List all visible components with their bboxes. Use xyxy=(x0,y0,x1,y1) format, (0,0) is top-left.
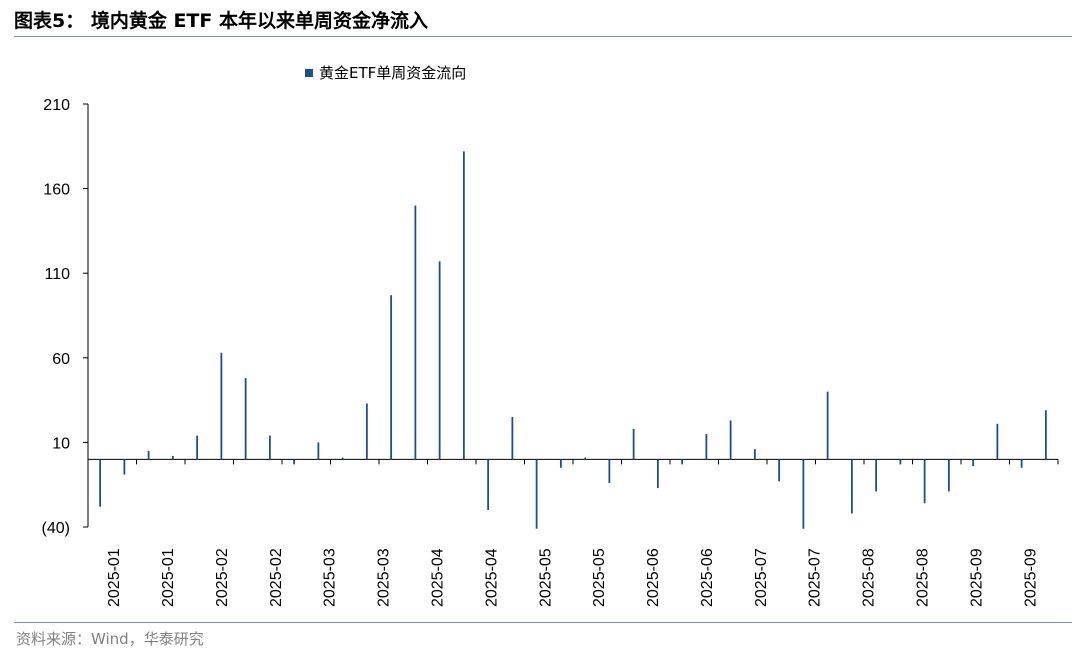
x-tick-label: 2025-05 xyxy=(537,548,554,607)
bar xyxy=(99,459,102,507)
bar xyxy=(681,459,684,465)
bar xyxy=(972,459,975,467)
x-tick-label: 2025-03 xyxy=(322,548,339,607)
chart-legend: 黄金ETF单周资金流向 xyxy=(305,62,466,83)
source-note: 资料来源：Wind，华泰研究 xyxy=(16,630,204,648)
bar xyxy=(778,459,781,482)
bar xyxy=(729,420,732,460)
legend-label: 黄金ETF单周资金流向 xyxy=(319,64,467,82)
x-tick-label: 2025-04 xyxy=(429,548,446,607)
bar xyxy=(1020,459,1023,468)
bar xyxy=(147,450,150,460)
y-tick-label: 210 xyxy=(43,97,70,114)
x-tick-label: 2025-05 xyxy=(591,548,608,607)
x-tick-label: 2025-09 xyxy=(968,548,985,607)
x-tick-label: 2025-01 xyxy=(160,548,177,607)
bar xyxy=(535,459,538,529)
x-tick-label: 2025-06 xyxy=(645,548,662,607)
bar xyxy=(656,459,659,489)
bar xyxy=(584,457,587,460)
y-tick-label: (40) xyxy=(42,520,70,537)
y-tick-label: 10 xyxy=(52,435,70,452)
bar xyxy=(511,417,514,460)
bar xyxy=(365,403,368,460)
bar xyxy=(608,459,611,484)
bar xyxy=(947,459,950,492)
bar xyxy=(438,261,441,460)
source-divider xyxy=(14,622,1072,623)
bar xyxy=(244,378,247,460)
title-divider xyxy=(14,36,1072,37)
bar xyxy=(123,459,126,475)
bar xyxy=(559,459,562,468)
y-tick-label: 110 xyxy=(44,266,70,283)
bar xyxy=(802,459,805,529)
bar xyxy=(268,435,271,460)
bar xyxy=(196,435,199,460)
bar xyxy=(1044,410,1047,460)
bar xyxy=(414,205,417,460)
bar xyxy=(705,433,708,460)
bar xyxy=(220,352,223,460)
bar xyxy=(996,423,999,460)
bar xyxy=(487,459,490,511)
x-tick-label: 2025-04 xyxy=(483,548,500,607)
bar xyxy=(341,457,344,460)
bar xyxy=(171,455,174,460)
x-tick-label: 2025-09 xyxy=(1022,548,1039,607)
bar xyxy=(317,442,320,460)
x-tick-label: 2025-02 xyxy=(214,548,231,607)
x-tick-label: 2025-02 xyxy=(268,548,285,607)
bar xyxy=(850,459,853,514)
bar xyxy=(293,459,296,465)
x-tick-label: 2025-01 xyxy=(106,548,123,607)
y-tick-label: 60 xyxy=(52,351,70,368)
bar xyxy=(826,391,829,460)
x-tick-label: 2025-07 xyxy=(807,548,824,607)
chart-canvas: 210 160 110 60 10 (40) 2025-01 2025-01 2025-02 20… xyxy=(42,97,1059,607)
x-tick-label: 2025-03 xyxy=(376,548,393,607)
bar xyxy=(875,459,878,492)
x-tick-label: 2025-08 xyxy=(914,548,931,607)
bar xyxy=(923,459,926,504)
bar xyxy=(390,295,393,460)
x-tick-label: 2025-07 xyxy=(753,548,770,607)
bar xyxy=(753,449,756,460)
x-tick-label: 2025-08 xyxy=(861,548,878,607)
legend-swatch xyxy=(305,68,313,77)
bar xyxy=(899,459,902,465)
bar xyxy=(462,151,465,460)
bar xyxy=(632,428,635,460)
x-tick-label: 2025-06 xyxy=(699,548,716,607)
figure-title: 图表5： 境内黄金 ETF 本年以来单周资金净流入 xyxy=(14,10,428,32)
y-tick-label: 160 xyxy=(43,182,70,199)
